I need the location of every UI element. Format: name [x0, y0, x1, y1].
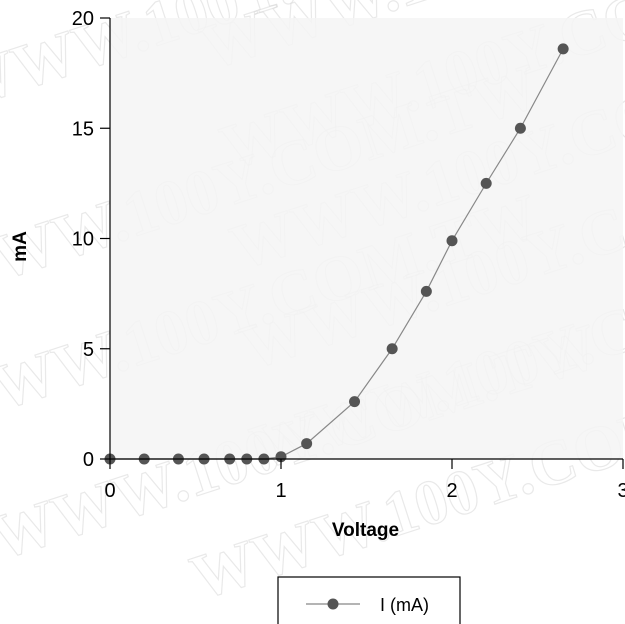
legend-label: I (mA)	[380, 595, 429, 615]
plot-area	[110, 18, 623, 459]
legend: I (mA)	[277, 576, 461, 624]
data-point	[557, 43, 569, 55]
data-point	[349, 396, 361, 408]
y-tick-label: 10	[72, 229, 94, 251]
y-axis-title: mA	[10, 231, 31, 262]
x-tick-label: 0	[104, 480, 115, 502]
y-tick-label: 15	[72, 118, 94, 140]
data-point	[386, 343, 398, 355]
data-point	[446, 235, 458, 247]
legend-box	[277, 576, 461, 624]
legend-marker	[327, 598, 339, 610]
data-point	[420, 285, 432, 297]
x-tick-label: 1	[275, 480, 286, 502]
y-tick-label: 20	[72, 8, 94, 30]
x-axis-title: Voltage	[332, 520, 399, 541]
y-tick-label: 5	[83, 339, 94, 361]
x-tick-label: 2	[446, 480, 457, 502]
data-point	[514, 122, 526, 134]
axes: 0 5 10 15 20 0 1 2 3	[72, 8, 625, 502]
data-point	[480, 177, 492, 189]
data-point	[301, 438, 313, 450]
x-tick-label: 3	[617, 480, 625, 502]
y-tick-label: 0	[83, 449, 94, 471]
